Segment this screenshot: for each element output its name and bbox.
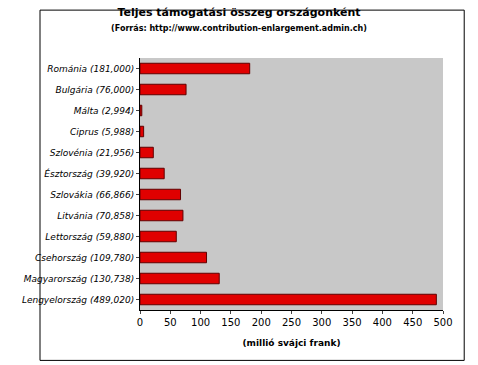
svg-text:0: 0 bbox=[137, 317, 143, 328]
svg-text:Litvánia (70,858): Litvánia (70,858) bbox=[57, 211, 134, 221]
svg-text:Teljes támogatási összeg orszá: Teljes támogatási összeg országonként(Fo… bbox=[111, 6, 367, 32]
svg-text:Szlovákia (66,866): Szlovákia (66,866) bbox=[50, 190, 134, 200]
svg-text:350: 350 bbox=[343, 317, 362, 328]
svg-text:Észtország (39,920): Észtország (39,920) bbox=[44, 168, 134, 179]
svg-text:150: 150 bbox=[221, 317, 240, 328]
svg-text:Románia (181,000): Románia (181,000) bbox=[47, 64, 134, 74]
svg-text:(millió svájci frank): (millió svájci frank) bbox=[242, 338, 340, 348]
svg-text:450: 450 bbox=[403, 317, 422, 328]
svg-text:300: 300 bbox=[312, 317, 331, 328]
svg-text:Szlovénia (21,956): Szlovénia (21,956) bbox=[50, 148, 134, 158]
svg-text:500: 500 bbox=[433, 317, 452, 328]
svg-text:Bulgária (76,000): Bulgária (76,000) bbox=[55, 85, 134, 95]
svg-text:100: 100 bbox=[191, 317, 210, 328]
svg-text:Málta (2,994): Málta (2,994) bbox=[74, 106, 134, 116]
svg-text:200: 200 bbox=[252, 317, 271, 328]
svg-text:250: 250 bbox=[282, 317, 301, 328]
svg-text:400: 400 bbox=[373, 317, 392, 328]
svg-text:Lettország (59,880): Lettország (59,880) bbox=[45, 232, 134, 242]
svg-text:Ciprus (5,988): Ciprus (5,988) bbox=[70, 127, 134, 137]
svg-text:Csehország (109,780): Csehország (109,780) bbox=[35, 253, 134, 263]
svg-text:Lengyelország (489,020): Lengyelország (489,020) bbox=[22, 295, 134, 305]
svg-text:Magyarország (130,738): Magyarország (130,738) bbox=[24, 274, 134, 284]
svg-text:50: 50 bbox=[164, 317, 177, 328]
